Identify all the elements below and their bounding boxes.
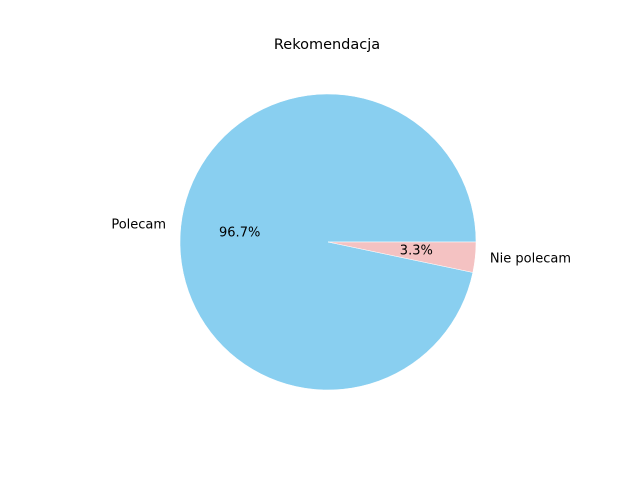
percent-label-polecam: 96.7% — [219, 225, 260, 240]
pie-labels: Polecam 96.7% Nie polecam 3.3% — [111, 218, 571, 267]
slice-label-polecam: Polecam — [111, 218, 166, 233]
pie-slices — [179, 93, 477, 391]
chart-title: Rekomendacja — [274, 37, 380, 53]
slice-label-nie-polecam: Nie polecam — [490, 251, 571, 266]
percent-label-nie-polecam: 3.3% — [400, 244, 433, 259]
pie-slice-nie-polecam — [327, 241, 477, 273]
